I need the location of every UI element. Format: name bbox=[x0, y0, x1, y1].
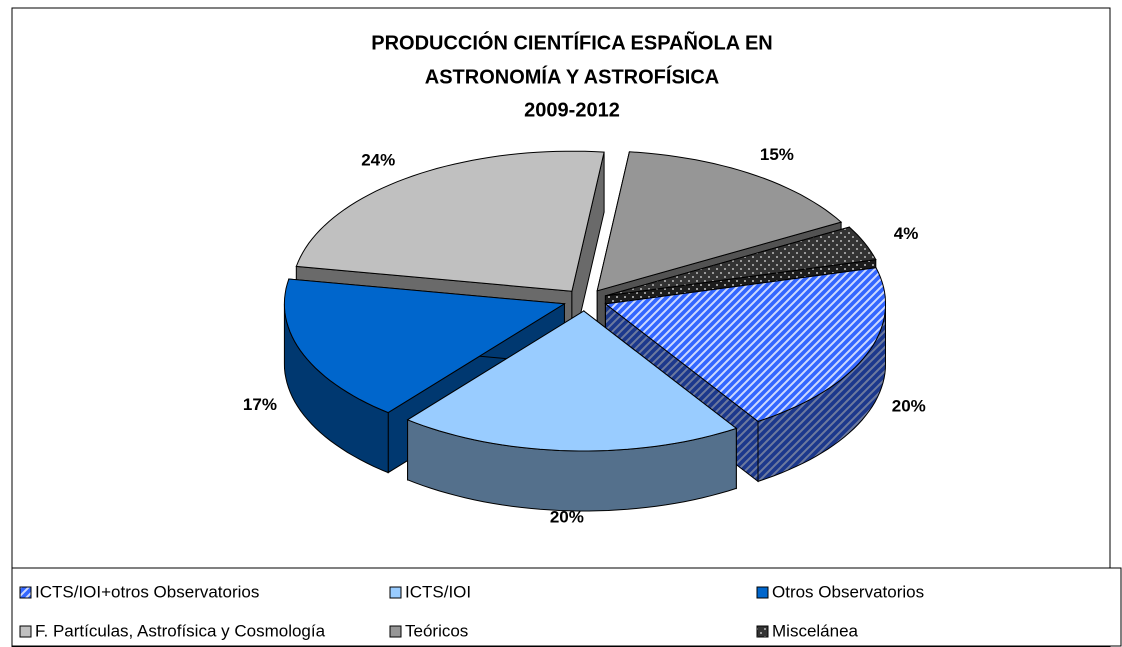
labels: 20% 20% 17% 24% 15% 4% bbox=[243, 145, 926, 527]
slice-top bbox=[596, 151, 843, 292]
slice-top bbox=[295, 150, 605, 292]
slice-top bbox=[283, 278, 566, 414]
data-label: 17% bbox=[243, 395, 277, 414]
legend-swatch bbox=[756, 625, 769, 638]
data-label: 20% bbox=[550, 508, 584, 527]
legend-label: F. Partículas, Astrofísica y Cosmología bbox=[35, 621, 326, 640]
legend-box bbox=[11, 567, 1122, 647]
chart-title: ASTRONOMÍA Y ASTROFÍSICA bbox=[425, 65, 719, 88]
data-label: 15% bbox=[760, 145, 794, 164]
legend-swatch bbox=[19, 625, 32, 638]
legend-swatch bbox=[389, 586, 402, 599]
data-label: 20% bbox=[892, 397, 926, 416]
legend-label: ICTS/IOI bbox=[405, 582, 471, 601]
slice bbox=[406, 309, 738, 512]
chart-title: 2009-2012 bbox=[524, 99, 620, 121]
data-label: 4% bbox=[894, 224, 919, 243]
legend-label: Teóricos bbox=[405, 621, 468, 640]
legend-label: Miscelánea bbox=[772, 621, 859, 640]
legend-swatch bbox=[389, 625, 402, 638]
pie bbox=[283, 150, 886, 512]
slice-top bbox=[406, 310, 738, 452]
data-label: 24% bbox=[361, 150, 395, 169]
legend-label: Otros Observatorios bbox=[772, 582, 924, 601]
chart-title: PRODUCCIÓN CIENTÍFICA ESPAÑOLA EN bbox=[371, 30, 773, 54]
legend: ICTS/IOI+otros Observatorios ICTS/IOI Otro… bbox=[19, 582, 924, 640]
slice-top bbox=[604, 267, 886, 422]
legend-swatch bbox=[756, 586, 769, 599]
legend-label: ICTS/IOI+otros Observatorios bbox=[35, 582, 259, 601]
legend-swatch bbox=[19, 586, 32, 599]
slice-top bbox=[605, 226, 877, 297]
